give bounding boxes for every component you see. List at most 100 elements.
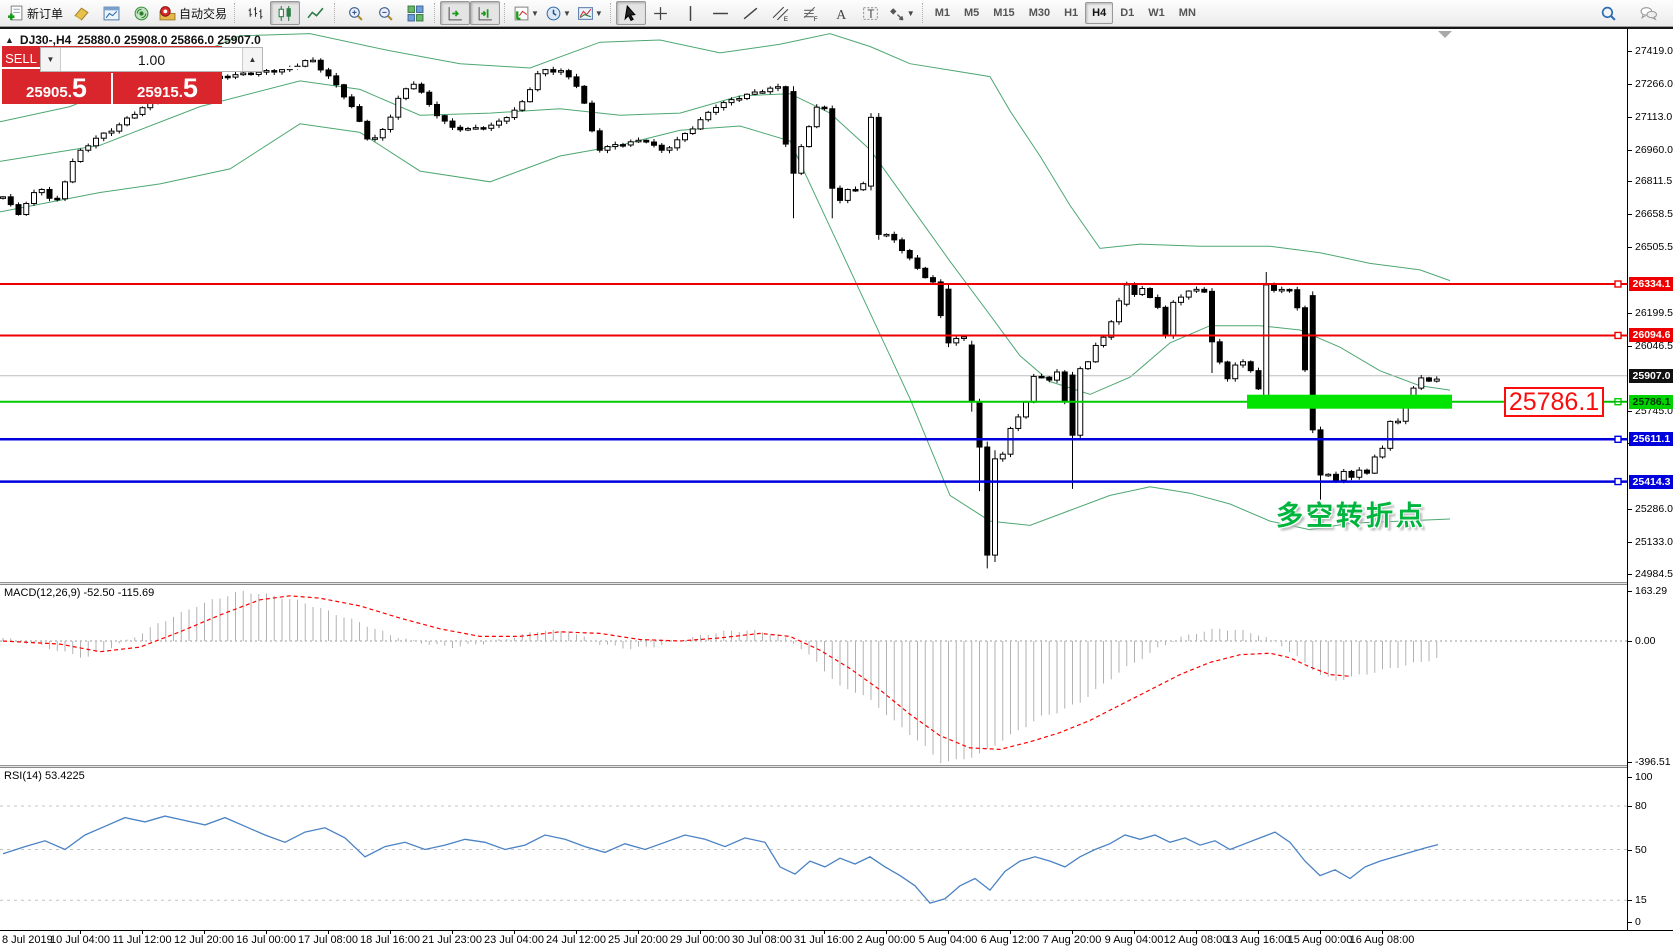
volume-input[interactable] — [61, 48, 242, 71]
rsi-label: RSI(14) 53.4225 — [4, 770, 85, 782]
rsi-panel[interactable] — [0, 768, 1627, 930]
zoom-out-button[interactable] — [370, 1, 400, 25]
chart-window-border — [0, 27, 1673, 29]
vertical-line-button[interactable] — [676, 1, 706, 25]
zoom-in-button[interactable] — [340, 1, 370, 25]
timeframe-h4-button[interactable]: H4 — [1085, 2, 1114, 24]
time-label: 31 Jul 16:00 — [794, 934, 854, 946]
timeframe-w1-button[interactable]: W1 — [1148, 7, 1165, 19]
chat-button[interactable] — [1633, 1, 1663, 25]
price-axis[interactable]: 27419.0 27266.0 27113.0 26960.0 26811.5 26658… — [1627, 29, 1673, 930]
svg-text:T: T — [868, 7, 875, 20]
equidistant-channel-button[interactable]: E — [766, 1, 796, 25]
periods-button[interactable]: ▼ — [542, 1, 574, 25]
collapse-icon[interactable]: ▲ — [5, 35, 14, 45]
time-axis[interactable]: 8 Jul 2019 10 Jul 04:00 11 Jul 12:00 12 Jul… — [0, 930, 1673, 949]
time-tick — [1134, 930, 1135, 934]
sell-button[interactable]: SELL — [2, 46, 40, 73]
price-tick: 27113.0 — [1628, 111, 1673, 123]
timeframe-mn-button[interactable]: MN — [1178, 7, 1196, 19]
candlestick-chart-button[interactable] — [270, 1, 301, 25]
time-label: 10 Jul 04:00 — [50, 934, 110, 946]
auto-trading-button[interactable]: 自动交易 — [156, 1, 230, 25]
time-label: 5 Aug 04:00 — [918, 934, 978, 946]
price-marker-25414.3: 25414.3 — [1629, 474, 1673, 489]
timeframe-h1-button[interactable]: H1 — [1064, 7, 1079, 19]
chart-shift-button[interactable] — [470, 1, 501, 25]
svg-text:A: A — [837, 6, 847, 21]
crosshair-button[interactable] — [646, 1, 676, 25]
panel-separator[interactable] — [0, 582, 1673, 585]
price-annotation-box[interactable]: 25786.1 — [1504, 387, 1604, 417]
turning-point-label[interactable]: 多空转折点 — [1276, 501, 1426, 531]
price-tick: 26960.0 — [1628, 144, 1673, 156]
chevron-down-icon[interactable]: ▼ — [562, 8, 571, 18]
chevron-down-icon[interactable]: ▼ — [906, 8, 915, 18]
timeframe-m5-button[interactable]: M5 — [964, 7, 980, 19]
panel-separator[interactable] — [0, 765, 1673, 768]
tile-windows-button[interactable] — [400, 1, 430, 25]
auto-scroll-button[interactable] — [440, 1, 471, 25]
volume-stepper: ▼ ▲ — [40, 47, 263, 72]
signal-button[interactable] — [126, 1, 156, 25]
main-toolbar: 新订单 自动交易 ▼ ▼ ▼ E F A T ▼ M1 M5 M15 M30 H1 H4 D1 W1 MN — [0, 0, 1673, 27]
chevron-down-icon[interactable]: ▼ — [531, 8, 539, 18]
line-chart-button[interactable] — [300, 1, 330, 25]
time-label: 8 Jul 2019 — [2, 934, 53, 946]
time-tick — [328, 930, 329, 934]
toolbar-separator — [234, 3, 236, 23]
green-highlight-band[interactable] — [1247, 394, 1452, 409]
fibonacci-button[interactable]: F — [796, 1, 826, 25]
trendline-button[interactable] — [736, 1, 766, 25]
signal-icon — [134, 6, 148, 20]
time-tick — [142, 930, 143, 934]
search-button[interactable] — [1593, 1, 1623, 25]
timeframe-m15-button[interactable]: M15 — [993, 7, 1015, 19]
time-tick — [1196, 930, 1197, 934]
time-label: 30 Jul 08:00 — [732, 934, 792, 946]
time-tick — [390, 930, 391, 934]
price-marker-25786.1: 25786.1 — [1629, 394, 1673, 409]
line-chart-icon — [306, 7, 324, 18]
time-label: 29 Jul 00:00 — [670, 934, 730, 946]
chart-ohlc-values: 25880.0 25908.0 25866.0 25907.0 — [77, 33, 261, 47]
text-button[interactable]: A — [826, 1, 856, 25]
price-marker-26094.6: 26094.6 — [1629, 328, 1673, 343]
new-order-button[interactable]: 新订单 — [4, 1, 66, 25]
timeframe-d1-button[interactable]: D1 — [1120, 7, 1135, 19]
chart-shift-marker-icon[interactable] — [1438, 31, 1452, 38]
time-tick — [576, 930, 577, 934]
sell-price[interactable]: 25905. 5 — [2, 73, 111, 104]
cursor-button[interactable] — [615, 1, 646, 25]
time-tick — [452, 930, 453, 934]
volume-up-button[interactable]: ▲ — [242, 48, 262, 71]
arrows-button[interactable]: ▼ — [886, 1, 918, 25]
indicators-button[interactable]: ▼ — [510, 1, 542, 25]
svg-text:F: F — [814, 15, 818, 21]
bar-chart-icon — [248, 6, 262, 19]
time-label: 25 Jul 20:00 — [608, 934, 668, 946]
bar-chart-button[interactable] — [240, 1, 270, 25]
buy-label: BUY — [268, 50, 296, 66]
volume-down-button[interactable]: ▼ — [41, 48, 61, 71]
eraser-button[interactable] — [66, 1, 96, 25]
sell-label: SELL — [5, 50, 37, 66]
macd-panel[interactable] — [0, 585, 1627, 766]
timeframe-m1-button[interactable]: M1 — [934, 7, 950, 19]
timeframe-m30-button[interactable]: M30 — [1028, 7, 1051, 19]
bollinger-middle-band — [0, 80, 1451, 395]
main-chart[interactable] — [0, 29, 1627, 583]
channel-icon: E — [772, 6, 789, 22]
buy-price[interactable]: 25915. 5 — [113, 73, 222, 104]
toolbar-separator — [334, 3, 336, 23]
text-label-button[interactable]: T — [856, 1, 886, 25]
price-tick: 24984.5 — [1628, 568, 1673, 580]
templates-button[interactable]: ▼ — [574, 1, 606, 25]
hline-endpoint — [1614, 435, 1622, 443]
chart-window-button[interactable] — [96, 1, 126, 25]
sell-underline — [2, 66, 40, 69]
horizontal-line-button[interactable] — [706, 1, 736, 25]
chevron-down-icon[interactable]: ▼ — [594, 8, 603, 18]
buy-button[interactable]: BUY — [263, 46, 301, 73]
